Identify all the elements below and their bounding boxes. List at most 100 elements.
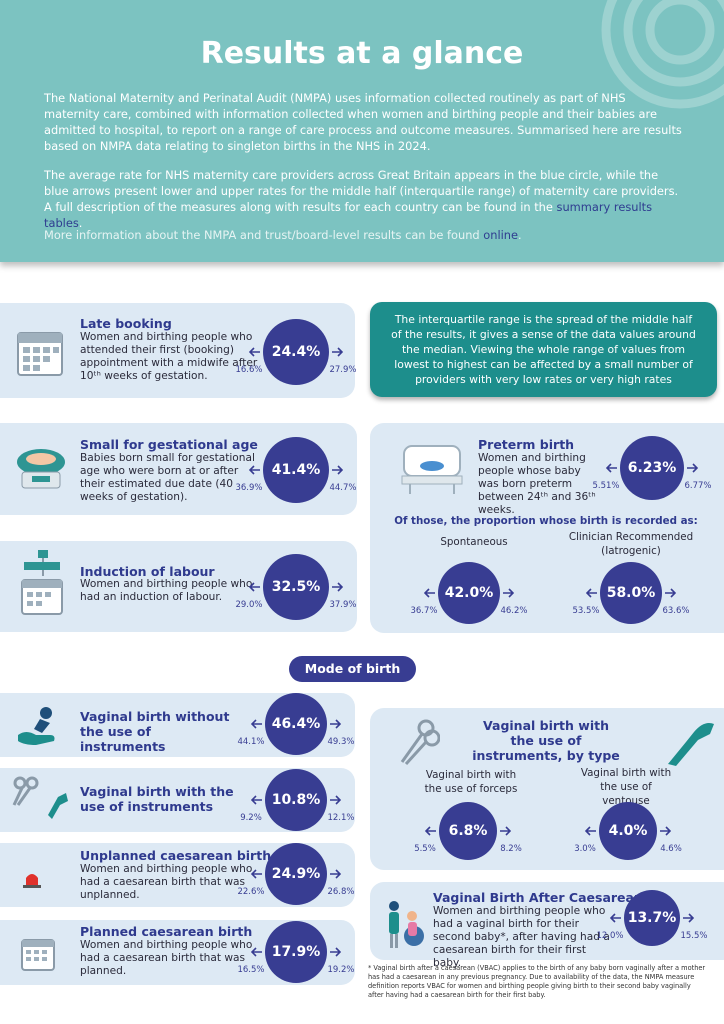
upper-value: 4.6% bbox=[660, 844, 682, 854]
measure-description: Women and birthing people who had a caes… bbox=[80, 939, 253, 977]
measure-description: Women and birthing people who had an ind… bbox=[80, 578, 253, 603]
arrow bbox=[332, 582, 343, 592]
incubator-icon bbox=[401, 445, 463, 494]
arrow bbox=[251, 869, 262, 879]
value: 6.23% bbox=[627, 460, 677, 476]
arrow bbox=[330, 947, 341, 957]
arrow bbox=[330, 719, 341, 729]
alarm-icon bbox=[23, 874, 41, 888]
value-circle: 24.4% bbox=[263, 319, 329, 385]
arrow bbox=[610, 913, 621, 923]
arrow bbox=[332, 465, 343, 475]
text: More information about the NMPA and trus… bbox=[44, 228, 484, 242]
value: 13.7% bbox=[627, 910, 677, 926]
label: Spontaneous bbox=[440, 536, 508, 548]
lower-value: 53.5% bbox=[572, 606, 600, 616]
measure-description: Women and birthing people who had a vagi… bbox=[433, 905, 610, 969]
measure-title: Unplanned caesarean birth bbox=[80, 848, 272, 863]
text: . bbox=[518, 228, 522, 242]
upper-value: 26.8% bbox=[327, 887, 355, 897]
measure-title: Planned caesarean birth bbox=[80, 924, 253, 939]
arrow bbox=[424, 588, 435, 598]
upper-value: 6.77% bbox=[684, 481, 712, 491]
value-circle: 6.23% bbox=[620, 436, 684, 500]
forceps-icon bbox=[400, 719, 440, 766]
value: 58.0% bbox=[606, 585, 656, 601]
upper-value: 27.9% bbox=[329, 365, 357, 375]
arrow bbox=[585, 826, 596, 836]
upper-value: 8.2% bbox=[500, 844, 522, 854]
intro-paragraph: The average rate for NHS maternity care … bbox=[44, 167, 684, 231]
value-circle: 6.8% bbox=[439, 802, 497, 860]
measure-title: Vaginal Birth After Caesarean bbox=[433, 890, 643, 905]
lower-value: 36.9% bbox=[235, 483, 263, 493]
calendar-icon bbox=[17, 332, 63, 376]
upper-value: 19.2% bbox=[327, 965, 355, 975]
upper-value: 49.3% bbox=[327, 737, 355, 747]
measure-description: Women and birthing people who had a caes… bbox=[80, 863, 253, 901]
value: 46.4% bbox=[271, 716, 321, 732]
lower-value: 22.6% bbox=[237, 887, 265, 897]
section-heading: Mode of birth bbox=[289, 656, 416, 682]
link[interactable]: online bbox=[483, 228, 519, 242]
value: 24.9% bbox=[271, 866, 321, 882]
lower-value: 5.5% bbox=[414, 844, 436, 854]
measure-title: Induction of labour bbox=[80, 564, 215, 579]
lower-value: 36.7% bbox=[410, 606, 438, 616]
value-circle: 17.9% bbox=[265, 921, 327, 983]
value: 42.0% bbox=[444, 585, 494, 601]
measure-description: Babies born small for gestational age wh… bbox=[80, 452, 255, 503]
link[interactable]: summary results tables bbox=[44, 200, 653, 230]
intro-paragraph: More information about the NMPA and trus… bbox=[44, 227, 684, 243]
upper-value: 12.1% bbox=[327, 813, 355, 823]
measure-description: Women and birthing people who attended t… bbox=[80, 331, 258, 382]
upper-value: 46.2% bbox=[500, 606, 528, 616]
measure-title: Late booking bbox=[80, 316, 172, 331]
value: 10.8% bbox=[271, 792, 321, 808]
label: Clinician Recommended (Iatrogenic) bbox=[568, 531, 694, 557]
arrow bbox=[665, 588, 676, 598]
upper-value: 63.6% bbox=[662, 606, 690, 616]
footnote: * Vaginal birth after a caesarean (VBAC)… bbox=[368, 964, 706, 999]
upper-value: 37.9% bbox=[329, 600, 357, 610]
value-circle: 4.0% bbox=[599, 802, 657, 860]
value-circle: 13.7% bbox=[624, 890, 680, 946]
title: Results at a glance bbox=[200, 36, 524, 71]
arrow bbox=[586, 588, 597, 598]
subheading: Of those, the proportion whose birth is … bbox=[394, 515, 698, 527]
value-circle: 41.4% bbox=[263, 437, 329, 503]
birth-icon bbox=[18, 707, 55, 745]
value-circle: 32.5% bbox=[263, 554, 329, 620]
lower-value: 16.6% bbox=[235, 365, 263, 375]
arrow bbox=[606, 463, 617, 473]
lower-value: 12.0% bbox=[596, 931, 624, 941]
arrow bbox=[687, 463, 698, 473]
intro-paragraph: The National Maternity and Perinatal Aud… bbox=[44, 91, 682, 153]
arrow bbox=[251, 719, 262, 729]
arrow bbox=[251, 947, 262, 957]
lower-value: 5.51% bbox=[592, 481, 620, 491]
note-box: The interquartile range is the spread of… bbox=[370, 302, 717, 397]
arrow bbox=[251, 795, 262, 805]
value: 4.0% bbox=[608, 823, 648, 839]
measure-title: Vaginal birth with the use of instrument… bbox=[80, 784, 234, 814]
value-circle: 42.0% bbox=[438, 562, 500, 624]
instruments-icon bbox=[12, 776, 68, 819]
ventouse-icon bbox=[668, 723, 714, 766]
lower-value: 29.0% bbox=[235, 600, 263, 610]
value: 41.4% bbox=[271, 462, 321, 478]
measure-title: Vaginal birth without the use of instrum… bbox=[80, 709, 230, 754]
arrow bbox=[503, 588, 514, 598]
value: 32.5% bbox=[271, 579, 321, 595]
measure-title: Preterm birth bbox=[478, 437, 575, 452]
value-circle: 10.8% bbox=[265, 769, 327, 831]
value: 6.8% bbox=[448, 823, 488, 839]
arrow bbox=[249, 465, 260, 475]
value: 24.4% bbox=[271, 344, 321, 360]
decoration bbox=[601, 0, 724, 109]
lower-value: 16.5% bbox=[237, 965, 265, 975]
arrow bbox=[249, 582, 260, 592]
measure-description: Women and birthing people whose baby was… bbox=[478, 452, 596, 516]
